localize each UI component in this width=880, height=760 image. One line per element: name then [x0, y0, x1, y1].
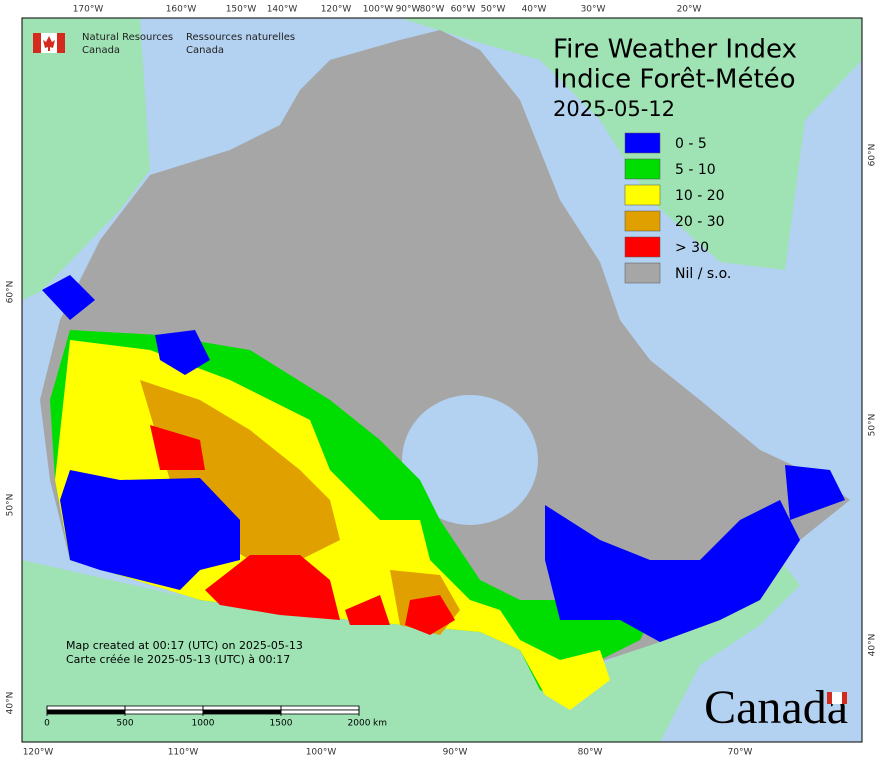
- latitude-label: 50°N: [868, 414, 878, 437]
- flag-right: [57, 33, 65, 53]
- longitude-label: 100°W: [306, 748, 337, 758]
- hudson-bay: [402, 395, 538, 525]
- scale-label: 2000: [348, 719, 371, 729]
- longitude-label: 140°W: [267, 5, 298, 15]
- united-states: [22, 560, 800, 742]
- legend-swatch: [624, 184, 661, 206]
- creation-note: Carte créée le 2025-05-13 (UTC) à 00:17: [66, 653, 290, 666]
- latitude-label: 40°N: [868, 634, 878, 657]
- scale-label: 1500: [270, 719, 293, 729]
- latitude-label: 50°N: [6, 494, 16, 517]
- agency-fr: Ressources naturelles: [186, 32, 295, 43]
- zone-20-30: [140, 380, 340, 560]
- agency-fr: Canada: [186, 45, 224, 56]
- legend-label: > 30: [675, 240, 709, 256]
- longitude-label: 80°W: [420, 5, 445, 15]
- zone-0-5-quebec: [545, 500, 800, 642]
- zone-0-5-west: [60, 470, 240, 590]
- longitude-label: 60°W: [451, 5, 476, 15]
- zone-over-30-north: [150, 425, 205, 470]
- zone-over-30-ontario: [405, 595, 455, 635]
- longitude-label: 20°W: [677, 5, 702, 15]
- creation-note: Map created at 00:17 (UTC) on 2025-05-13: [66, 639, 303, 652]
- title: Indice Forêt-Météo: [553, 65, 796, 95]
- scale-segment: [124, 705, 204, 711]
- agency-en: Natural Resources: [82, 32, 173, 43]
- longitude-label: 160°W: [166, 5, 197, 15]
- maple-leaf: [43, 36, 55, 51]
- wordmark-flag: [827, 692, 847, 704]
- longitude-label: 70°W: [728, 748, 753, 758]
- legend-label: 20 - 30: [675, 214, 725, 230]
- flag-center: [832, 692, 842, 704]
- flag-left: [827, 692, 832, 704]
- legend-label: 5 - 10: [675, 162, 716, 178]
- longitude-label: 150°W: [226, 5, 257, 15]
- flag-left: [33, 33, 41, 53]
- scale-segment: [202, 705, 282, 711]
- alaska: [22, 18, 150, 300]
- zone-0-5-newfoundland: [785, 465, 845, 520]
- latitude-label: 60°N: [6, 281, 16, 304]
- longitude-label: 110°W: [168, 748, 199, 758]
- scale-label: 500: [116, 719, 133, 729]
- scale-segment: [124, 709, 204, 715]
- longitude-label: 80°W: [578, 748, 603, 758]
- zone-over-30-prairies: [205, 555, 340, 620]
- longitude-label: 30°W: [581, 5, 606, 15]
- longitude-label: 170°W: [73, 5, 104, 15]
- zone-0-5-yukon: [42, 275, 95, 320]
- legend-label: Nil / s.o.: [675, 266, 731, 282]
- legend-swatch: [624, 158, 661, 180]
- scale-segment: [46, 709, 126, 715]
- longitude-label: 90°W: [443, 748, 468, 758]
- scale-segment: [280, 705, 360, 711]
- latitude-label: 40°N: [6, 692, 16, 715]
- longitude-label: 120°W: [23, 748, 54, 758]
- scale-unit: km: [373, 719, 387, 729]
- longitude-label: 120°W: [321, 5, 352, 15]
- scale-segment: [46, 705, 126, 711]
- zone-over-30-east: [345, 595, 390, 625]
- scale-label: 0: [44, 719, 50, 729]
- legend-label: 10 - 20: [675, 188, 725, 204]
- flag-right: [842, 692, 847, 704]
- longitude-label: 40°W: [522, 5, 547, 15]
- scale-segment: [280, 709, 360, 715]
- latitude-label: 60°N: [868, 144, 878, 167]
- nrcan-logo: [33, 33, 65, 53]
- legend-label: 0 - 5: [675, 136, 707, 152]
- agency-en: Canada: [82, 45, 120, 56]
- scale-segment: [202, 709, 282, 715]
- longitude-label: 50°W: [481, 5, 506, 15]
- longitude-label: 90°W: [396, 5, 421, 15]
- longitude-label: 100°W: [363, 5, 394, 15]
- canada-wordmark: Canada: [704, 681, 848, 734]
- scale-label: 1000: [192, 719, 215, 729]
- map-frame: [21, 17, 863, 743]
- legend-swatch: [624, 236, 661, 258]
- map-date: 2025-05-12: [553, 97, 675, 121]
- legend-swatch: [624, 210, 661, 232]
- legend-swatch: [624, 262, 661, 284]
- legend-swatch: [624, 132, 661, 154]
- zone-0-5-nwt: [155, 330, 210, 375]
- title: Fire Weather Index: [553, 35, 797, 65]
